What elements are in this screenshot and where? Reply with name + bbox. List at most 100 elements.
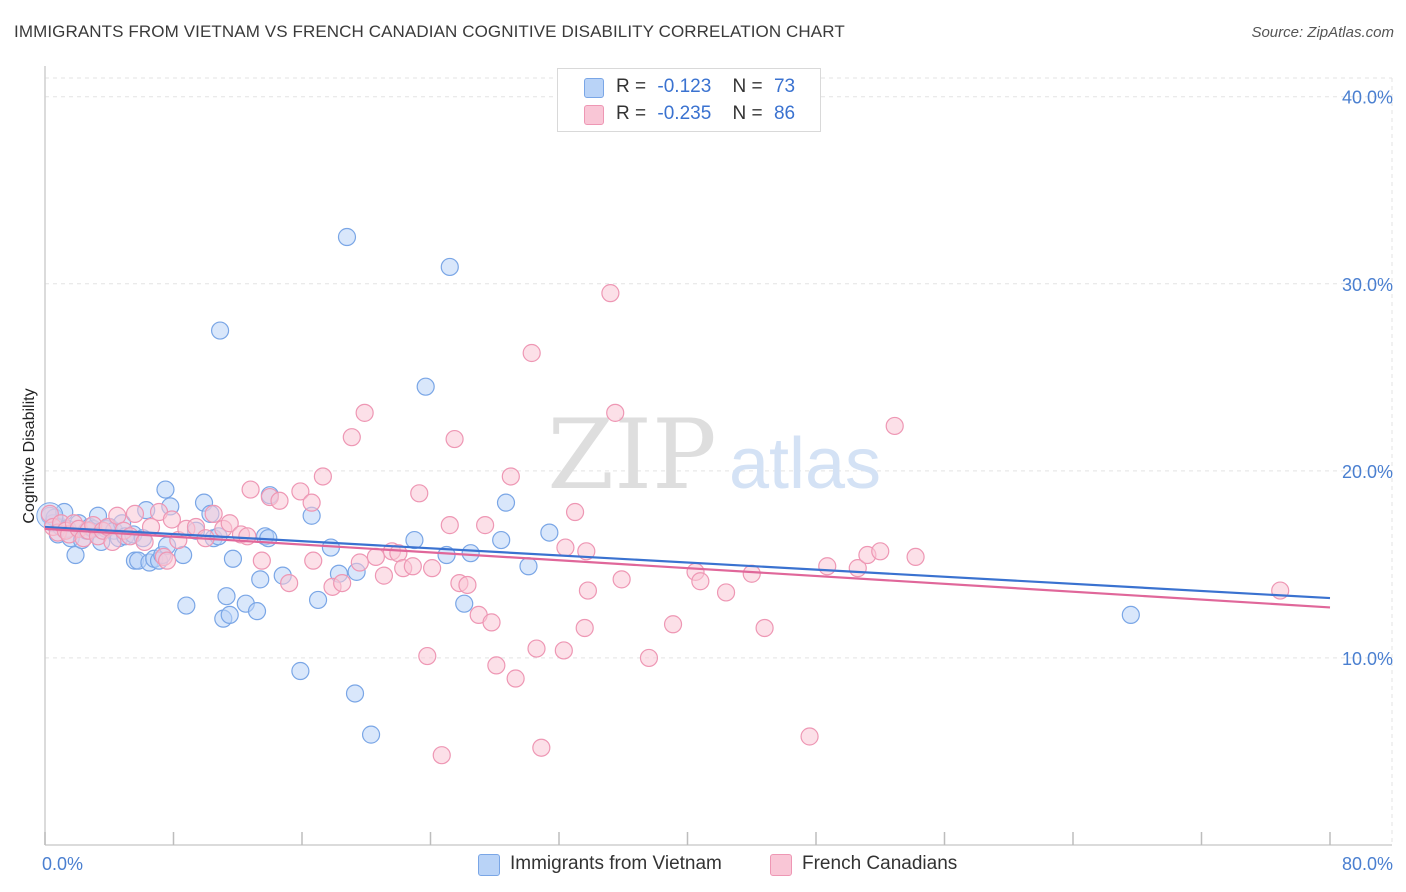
data-point <box>350 553 369 572</box>
data-point <box>885 416 904 436</box>
data-point <box>482 613 501 632</box>
data-point <box>291 482 310 501</box>
data-point <box>337 227 357 247</box>
watermark-zip: ZIP <box>547 399 716 511</box>
legend-r-value: -0.123 <box>657 76 712 97</box>
data-point <box>308 590 328 610</box>
source-label: Source: ZipAtlas.com <box>1251 24 1394 41</box>
legend-r-label: R = <box>616 103 647 124</box>
legend-n-label: N = <box>732 76 763 97</box>
data-point <box>210 321 230 340</box>
data-point <box>501 467 520 486</box>
watermark-atlas: atlas <box>729 424 881 504</box>
data-point <box>313 467 332 486</box>
data-point <box>125 504 145 523</box>
data-point <box>1121 605 1140 625</box>
y-tick-label: 20.0% <box>1342 462 1393 482</box>
data-point <box>162 510 181 529</box>
data-point <box>437 545 456 565</box>
y-tick-label: 30.0% <box>1342 275 1393 295</box>
data-point <box>66 545 85 565</box>
data-point <box>223 549 243 568</box>
x-tick-label: 0.0% <box>42 854 83 874</box>
legend-swatch-vietnam <box>584 78 604 98</box>
data-point <box>532 738 551 757</box>
data-point <box>458 575 477 595</box>
bottom-legend-label-french-canadian: French Canadians <box>802 853 958 874</box>
data-point <box>691 572 710 591</box>
watermark: ZIP atlas <box>547 399 881 511</box>
data-point <box>345 684 365 703</box>
bottom-legend-swatch-vietnam <box>478 854 500 876</box>
data-point <box>496 493 516 512</box>
data-point <box>251 570 270 589</box>
bottom-legend-label-vietnam: Immigrants from Vietnam <box>510 853 722 874</box>
data-point <box>280 573 299 593</box>
legend-swatch-french-canadian <box>584 105 604 125</box>
data-point <box>445 429 464 449</box>
data-point <box>527 639 546 658</box>
data-point <box>871 542 890 561</box>
y-tick-label: 10.0% <box>1342 649 1393 669</box>
data-point <box>492 530 511 550</box>
data-point <box>403 557 422 576</box>
data-point <box>220 605 239 625</box>
data-point <box>455 594 474 613</box>
y-tick-label: 40.0% <box>1342 88 1393 108</box>
data-point <box>578 581 598 600</box>
chart-title: IMMIGRANTS FROM VIETNAM VS FRENCH CANADI… <box>14 22 845 41</box>
trend-lines <box>44 525 1331 609</box>
data-point <box>416 377 435 396</box>
bottom-legend-swatch-french-canadian <box>770 854 792 876</box>
data-point <box>663 615 683 634</box>
legend-n-value: 73 <box>773 76 796 97</box>
data-point <box>742 564 761 583</box>
legend-r-label: R = <box>616 76 647 97</box>
data-point <box>366 547 385 567</box>
axis-labels: 10.0% 20.0% 30.0% 40.0% 0.0% 80.0% <box>42 88 1393 874</box>
data-point <box>639 648 659 668</box>
data-point <box>716 583 736 602</box>
trend-line <box>44 527 1331 609</box>
data-point <box>374 566 394 585</box>
data-point <box>291 661 310 681</box>
data-point <box>519 557 538 576</box>
data-point <box>220 514 239 533</box>
axes <box>44 66 1392 846</box>
data-point <box>554 641 573 660</box>
grid-lines <box>45 77 1393 845</box>
data-point <box>601 284 620 303</box>
data-point <box>506 669 525 688</box>
data-point <box>556 538 575 557</box>
data-point <box>217 587 236 606</box>
data-point <box>476 516 495 535</box>
data-point <box>177 596 196 615</box>
data-point <box>333 573 352 593</box>
data-point <box>270 491 289 510</box>
data-point <box>612 570 631 589</box>
series-french-canadian-points <box>40 284 1290 765</box>
data-point <box>342 428 361 447</box>
data-point <box>405 530 424 550</box>
data-point <box>432 746 451 765</box>
legend-n-value: 86 <box>773 103 796 124</box>
data-point <box>800 727 819 746</box>
trend-line <box>44 525 1331 600</box>
data-point <box>461 544 480 563</box>
data-point <box>440 516 459 535</box>
data-point <box>247 602 267 621</box>
data-point <box>487 656 506 675</box>
data-point <box>361 725 381 744</box>
x-tick-label: 80.0% <box>1342 854 1393 874</box>
legend-r-value: -0.235 <box>657 103 712 124</box>
data-point <box>522 343 541 363</box>
data-point <box>423 559 442 578</box>
data-point <box>540 523 559 542</box>
data-point <box>410 484 429 503</box>
data-point <box>157 551 177 570</box>
data-point <box>241 480 260 499</box>
data-point <box>252 551 271 570</box>
data-point <box>577 542 596 561</box>
data-point <box>355 403 374 422</box>
